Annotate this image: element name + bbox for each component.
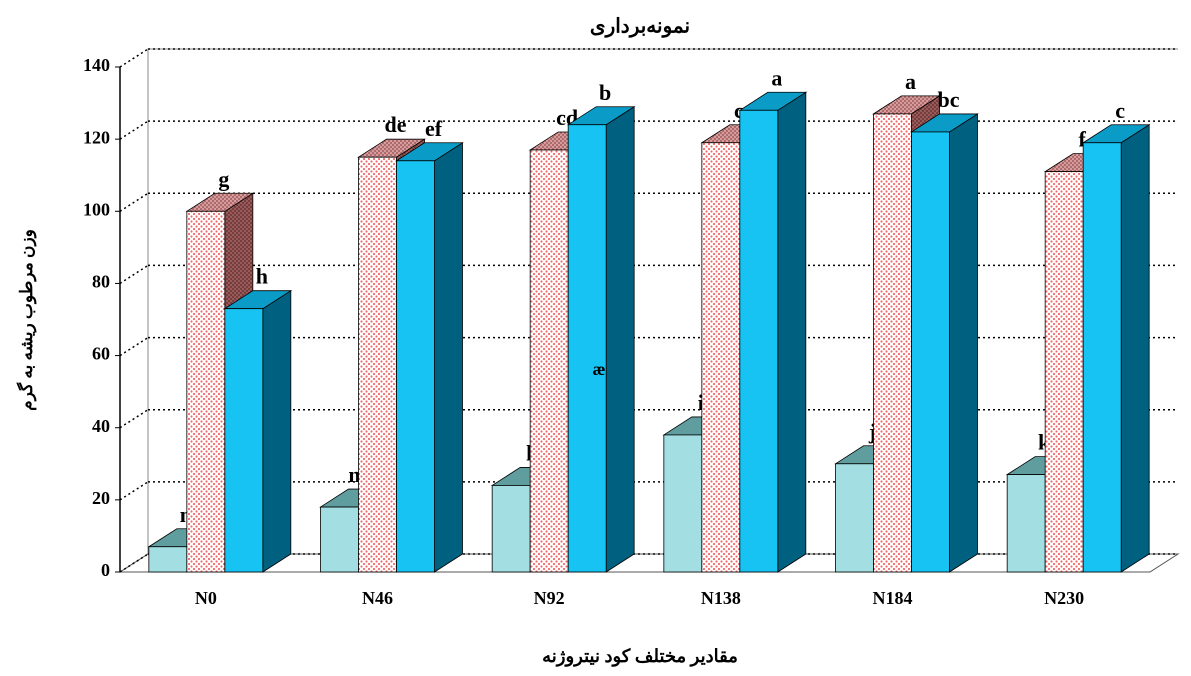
data-label: g — [218, 166, 229, 191]
bar — [1006, 474, 1046, 573]
x-tick-label: N138 — [701, 588, 741, 608]
x-tick-label: N184 — [873, 588, 913, 608]
x-tick-label: N230 — [1044, 588, 1084, 608]
bar — [835, 463, 874, 573]
bar — [567, 124, 607, 573]
bar — [320, 506, 359, 573]
data-label: bc — [938, 87, 960, 112]
bar — [663, 434, 703, 573]
data-label: de — [385, 112, 407, 137]
data-label: h — [256, 264, 268, 289]
bar — [701, 142, 741, 573]
grid-line — [119, 553, 149, 573]
data-label: c — [734, 98, 744, 123]
bar-side — [605, 105, 635, 573]
data-label: i — [698, 390, 704, 415]
grid-line — [119, 336, 149, 357]
y-axis-label: وزن مرطوب ریشه به گرم — [16, 229, 37, 411]
grid-line — [119, 120, 149, 140]
y-tick-label: 80 — [92, 272, 110, 292]
x-tick-label: N92 — [534, 588, 565, 608]
y-tick-label: 60 — [92, 344, 110, 364]
x-tick-label: N46 — [362, 588, 393, 608]
grid-line — [119, 192, 149, 212]
data-label: j — [868, 419, 876, 444]
bar — [148, 546, 188, 573]
bar-side — [777, 91, 807, 573]
grid-line — [119, 409, 149, 429]
data-label: a — [771, 65, 782, 90]
grid-line — [119, 48, 149, 68]
bar — [873, 113, 912, 573]
bar-side — [1120, 124, 1150, 573]
bar — [1082, 142, 1122, 573]
y-tick-label: 20 — [92, 488, 110, 508]
bar — [739, 109, 779, 573]
data-label: ef — [425, 116, 443, 141]
bar — [1044, 171, 1084, 573]
annotation: æ — [593, 359, 606, 379]
data-label: f — [1079, 127, 1087, 152]
x-axis-label: مقادیر مختلف کود نیتروژنه — [542, 646, 738, 667]
data-label: a — [905, 69, 916, 94]
data-label: l — [526, 440, 532, 465]
bar-side — [262, 289, 292, 573]
y-tick-label: 40 — [92, 416, 110, 436]
y-tick-label: 100 — [83, 199, 110, 219]
bar-side — [434, 142, 463, 573]
data-label: c — [1115, 98, 1125, 123]
grid-line — [119, 481, 149, 501]
bar — [186, 210, 226, 573]
bar — [491, 485, 531, 573]
y-tick-label: 120 — [83, 127, 110, 147]
data-label: b — [599, 80, 611, 105]
bar — [529, 149, 569, 573]
grid-line — [119, 264, 149, 285]
y-tick-label: 140 — [83, 55, 110, 75]
bar-side — [949, 113, 978, 573]
chart-title: نمونه‌برداری — [590, 16, 690, 39]
bar — [911, 131, 950, 573]
bar — [396, 160, 435, 573]
x-tick-label: N0 — [195, 588, 217, 608]
y-tick-label: 0 — [101, 560, 110, 580]
bar — [224, 308, 264, 573]
bar — [358, 156, 397, 573]
